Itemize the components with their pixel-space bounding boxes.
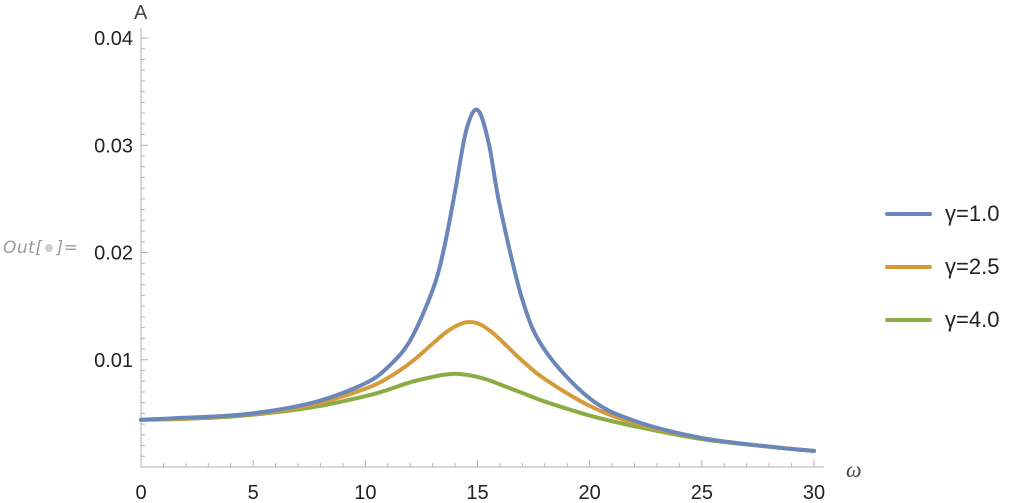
x-axis-label: ω bbox=[846, 457, 862, 482]
series-line-1 bbox=[139, 319, 816, 453]
x-tick-label: 30 bbox=[803, 482, 825, 503]
y-tick-label: 0.02 bbox=[94, 243, 133, 265]
output-cell-label: Out[]= bbox=[3, 238, 79, 258]
legend-label: γ=4.0 bbox=[945, 306, 1000, 332]
y-axis-label: A bbox=[134, 2, 148, 24]
y-tick-label: 0.04 bbox=[94, 28, 133, 50]
cell-dot-icon bbox=[45, 243, 54, 252]
legend-swatch bbox=[885, 317, 932, 322]
series-line-0 bbox=[139, 107, 816, 453]
series-lines bbox=[139, 107, 816, 453]
legend-swatch bbox=[885, 264, 932, 269]
legend-item-2: γ=4.0 bbox=[885, 293, 999, 346]
x-tick-label: 0 bbox=[135, 482, 146, 503]
legend-label: γ=2.5 bbox=[945, 253, 1000, 279]
x-tick-label: 5 bbox=[248, 482, 259, 503]
legend-label: γ=1.0 bbox=[945, 200, 1000, 226]
x-tick-label: 15 bbox=[466, 482, 488, 503]
legend-item-1: γ=2.5 bbox=[885, 240, 999, 293]
x-tick-label: 10 bbox=[354, 482, 376, 503]
legend-swatch bbox=[885, 211, 932, 216]
legend: γ=1.0 γ=2.5 γ=4.0 bbox=[885, 187, 999, 346]
y-tick-label: 0.01 bbox=[94, 350, 133, 372]
x-tick-label: 25 bbox=[691, 482, 713, 503]
legend-item-0: γ=1.0 bbox=[885, 187, 999, 240]
x-tick-label: 20 bbox=[579, 482, 601, 503]
y-tick-label: 0.03 bbox=[94, 135, 133, 157]
